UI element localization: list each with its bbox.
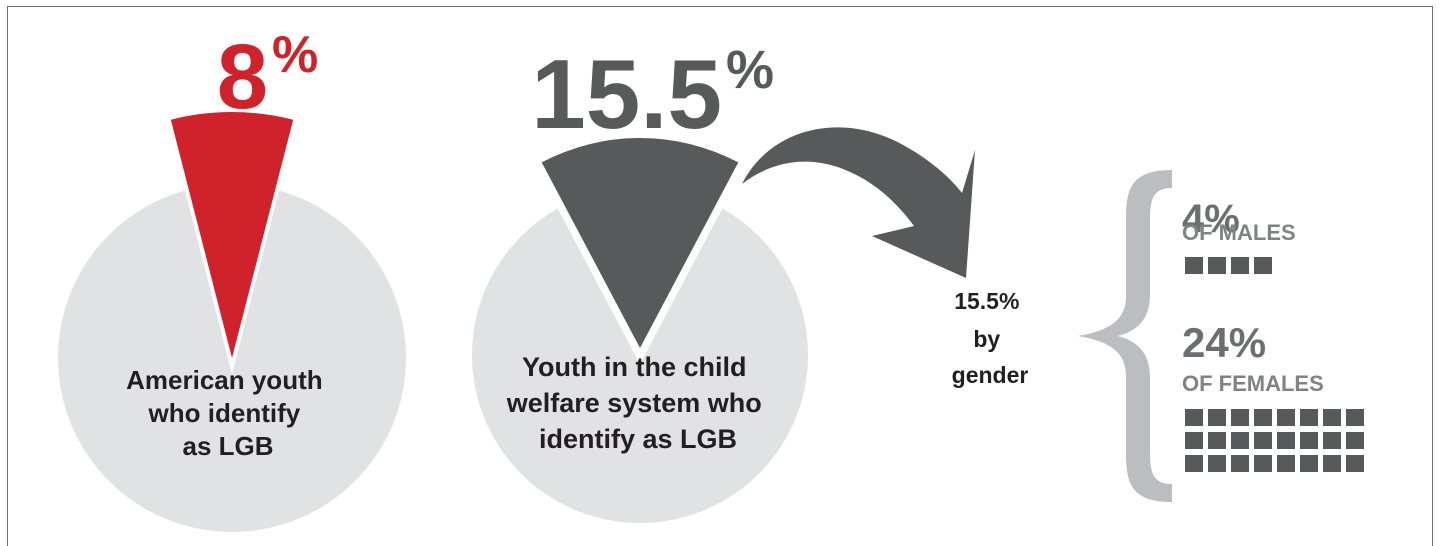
pie-child-welfare-youth-value: 15.5	[531, 39, 722, 149]
gender-breakdown-label-line-2: by	[973, 326, 1000, 352]
females-block	[1254, 409, 1272, 426]
females-block	[1231, 432, 1249, 449]
males-percent-value: 4%	[1182, 197, 1240, 241]
females-block	[1300, 432, 1318, 449]
males-icon-blocks	[1185, 257, 1272, 274]
females-block	[1231, 409, 1249, 426]
pie-american-youth-highlight-slice	[170, 112, 294, 358]
females-block	[1254, 455, 1272, 472]
females-stat: 24% OF FEMALES	[1182, 319, 1364, 472]
gender-breakdown-label-line-1: 15.5%	[954, 288, 1019, 314]
males-stat: 4% OF MALES	[1182, 197, 1296, 274]
females-block	[1277, 432, 1295, 449]
females-icon-blocks	[1185, 409, 1364, 472]
females-block	[1254, 432, 1272, 449]
gender-breakdown-label: 15.5% by gender	[952, 288, 1029, 388]
pie-child-welfare-youth-description: Youth in the child welfare system who id…	[506, 352, 770, 454]
females-block	[1300, 409, 1318, 426]
females-block	[1208, 455, 1226, 472]
females-block	[1323, 409, 1341, 426]
females-block	[1346, 409, 1364, 426]
pie-american-youth-description-line-3: as LGB	[182, 431, 273, 461]
pie-child-welfare-youth-highlight-slice	[541, 137, 739, 348]
pie-american-youth-description-line-2: who identify	[148, 398, 301, 428]
females-block	[1277, 409, 1295, 426]
pie-american-youth-value: 8	[217, 26, 268, 128]
females-block	[1208, 432, 1226, 449]
pie-child-welfare-youth: 15.5 % Youth in the child welfare system…	[472, 39, 808, 523]
pie-american-youth: 8 % American youth who identify as LGB	[58, 26, 406, 532]
females-block	[1323, 432, 1341, 449]
pie-american-youth-description-line-1: American youth	[126, 365, 323, 395]
females-block	[1185, 432, 1203, 449]
females-block	[1323, 455, 1341, 472]
females-percent-value: 24%	[1182, 319, 1266, 366]
males-block	[1185, 257, 1203, 274]
males-block	[1254, 257, 1272, 274]
females-block	[1185, 409, 1203, 426]
curly-brace-icon	[1078, 170, 1172, 502]
males-block	[1231, 257, 1249, 274]
males-block	[1208, 257, 1226, 274]
pie-american-youth-description: American youth who identify as LGB	[126, 365, 330, 461]
females-block	[1346, 455, 1364, 472]
females-block	[1231, 455, 1249, 472]
gender-breakdown-label-line-3: gender	[952, 362, 1029, 388]
curved-arrow-icon	[742, 127, 975, 278]
females-category-label: OF FEMALES	[1182, 371, 1324, 396]
males-category-label: OF MALES	[1182, 220, 1296, 245]
pie-child-welfare-youth-description-line-2: welfare system who	[506, 388, 762, 418]
females-block	[1346, 432, 1364, 449]
pie-child-welfare-youth-description-line-3: identify as LGB	[539, 424, 737, 454]
females-block	[1185, 455, 1203, 472]
infographic-frame	[7, 6, 1433, 546]
pie-child-welfare-youth-percent-sign: %	[726, 40, 774, 100]
pie-american-youth-percent-sign: %	[272, 26, 318, 84]
pie-child-welfare-youth-description-line-1: Youth in the child	[522, 352, 746, 382]
females-block	[1208, 409, 1226, 426]
females-block	[1277, 455, 1295, 472]
females-block	[1300, 455, 1318, 472]
